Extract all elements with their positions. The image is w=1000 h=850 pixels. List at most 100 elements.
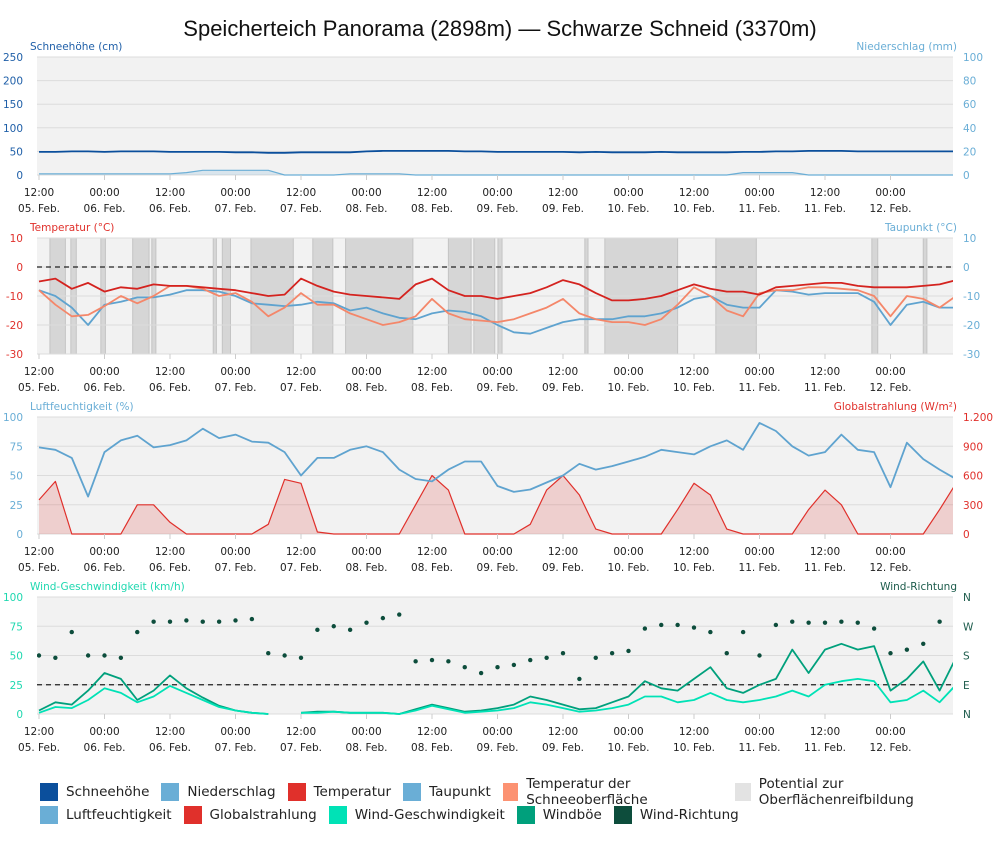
y-right-tick-label: N [963, 709, 971, 721]
x-tick-date: 08. Feb. [346, 742, 388, 754]
y-left-tick-label: 0 [16, 529, 23, 541]
y-right-tick-label: N [963, 592, 971, 604]
wind-richtung-point [446, 659, 451, 664]
x-tick-date: 10. Feb. [673, 742, 715, 754]
x-tick-time: 12:00 [810, 726, 840, 738]
legend-item[interactable]: Potential zur Oberflächenreifbildung [735, 776, 968, 808]
wind-richtung-point [691, 625, 697, 630]
wind-geschwindigkeit-line [38, 678, 953, 715]
legend-item[interactable]: Luftfeuchtigkeit [40, 805, 172, 824]
x-tick-date: 10. Feb. [608, 562, 650, 574]
legend-label: Luftfeuchtigkeit [66, 806, 172, 823]
legend-item[interactable]: Wind-Richtung [613, 805, 739, 824]
x-tick-time: 00:00 [89, 187, 119, 199]
wind-richtung-point [740, 629, 746, 635]
y-left-tick-label: -20 [6, 320, 23, 332]
wind-richtung-point [921, 641, 926, 646]
x-tick-date: 06. Feb. [84, 382, 126, 394]
y-right-axis-title: Globalstrahlung (W/m²) [834, 401, 957, 413]
x-tick-time: 00:00 [613, 726, 643, 738]
x-tick-date: 08. Feb. [411, 562, 453, 574]
wind-richtung-point [298, 655, 304, 660]
x-tick-date: 08. Feb. [411, 203, 453, 215]
legend-item[interactable]: Niederschlag [161, 782, 276, 801]
legend-swatch [40, 782, 58, 801]
wind-richtung-point [151, 619, 156, 624]
legend-item[interactable]: Globalstrahlung [183, 805, 317, 824]
legend-swatch [328, 805, 347, 824]
temperatur-line [38, 277, 953, 302]
y-right-tick-label: S [963, 651, 970, 663]
x-tick-date: 06. Feb. [149, 742, 191, 754]
x-tick-time: 00:00 [89, 366, 119, 378]
x-tick-time: 12:00 [286, 546, 316, 558]
legend-item[interactable]: Wind-Geschwindigkeit [328, 805, 505, 824]
x-tick-date: 08. Feb. [346, 203, 388, 215]
x-tick-time: 00:00 [875, 366, 905, 378]
y-right-tick-label: -10 [963, 291, 980, 303]
legend-label: Temperatur [313, 783, 392, 800]
x-tick-date: 09. Feb. [542, 203, 584, 215]
wind-richtung-point [708, 629, 713, 635]
y-left-tick-label: 100 [3, 412, 23, 424]
y-left-tick-label: 50 [10, 651, 23, 663]
x-tick-date: 11. Feb. [804, 742, 846, 754]
x-tick-time: 00:00 [351, 726, 381, 738]
y-right-tick-label: 0 [963, 262, 970, 274]
y-right-tick-label: 80 [963, 76, 976, 88]
legend-swatch [287, 782, 306, 801]
x-tick-date: 09. Feb. [477, 382, 519, 394]
wind-richtung-point [888, 651, 893, 656]
legend-item[interactable]: Windböe [516, 805, 602, 824]
wind-richtung-point [642, 626, 648, 631]
taupunkt-line [38, 289, 953, 335]
wind-richtung-point [216, 619, 222, 624]
legend-item[interactable]: Taupunkt [403, 782, 491, 801]
x-tick-time: 00:00 [613, 546, 643, 558]
wind-richtung-point [544, 655, 549, 660]
y-left-tick-label: 25 [10, 680, 23, 692]
y-left-axis-title: Schneehöhe (cm) [30, 41, 122, 53]
legend-item[interactable]: Temperatur [287, 782, 392, 801]
x-tick-date: 05. Feb. [18, 742, 60, 754]
wind-richtung-point [871, 626, 877, 631]
legend-swatch [516, 805, 535, 824]
x-tick-time: 00:00 [875, 726, 905, 738]
x-tick-date: 09. Feb. [477, 562, 519, 574]
x-tick-time: 12:00 [679, 187, 709, 199]
y-right-axis-title: Wind-Richtung [880, 581, 957, 593]
wind-richtung-point [266, 651, 271, 656]
wind-richtung-point [773, 622, 779, 628]
globalstrahlung-area [39, 475, 953, 534]
x-tick-date: 08. Feb. [411, 382, 453, 394]
wind-richtung-point [511, 662, 517, 668]
wind-richtung-point [200, 619, 205, 624]
legend-swatch [403, 782, 422, 801]
y-right-tick-label: 40 [963, 123, 976, 135]
x-tick-date: 10. Feb. [608, 742, 650, 754]
x-tick-date: 10. Feb. [608, 382, 650, 394]
x-tick-time: 12:00 [548, 366, 578, 378]
x-tick-date: 07. Feb. [215, 562, 257, 574]
wind-richtung-point [757, 653, 762, 658]
x-tick-date: 08. Feb. [346, 382, 388, 394]
y-right-tick-label: 60 [963, 99, 976, 111]
x-tick-date: 10. Feb. [673, 382, 715, 394]
chart-panel-2: 12:00 05. Feb. 00:00 06. Feb. 12:00 06. Feb. 0… [6, 222, 980, 394]
y-right-tick-label: 1.200 [963, 412, 993, 424]
x-tick-date: 11. Feb. [739, 203, 781, 215]
y-left-tick-label: 100 [3, 592, 23, 604]
wind-richtung-point [659, 622, 664, 628]
wind-richtung-point [69, 629, 74, 635]
legend-item[interactable]: Schneehöhe [40, 782, 149, 801]
wind-richtung-point [724, 651, 729, 656]
schneehöhe-line [39, 150, 953, 154]
x-tick-time: 12:00 [155, 546, 185, 558]
legend-item[interactable]: Temperatur der Schneeoberfläche [502, 776, 724, 808]
y-right-tick-label: 600 [963, 471, 983, 483]
wind-richtung-point [85, 653, 91, 658]
x-tick-time: 12:00 [286, 726, 316, 738]
y-right-tick-label: E [963, 680, 970, 692]
x-tick-time: 00:00 [482, 187, 512, 199]
x-tick-time: 00:00 [613, 187, 643, 199]
